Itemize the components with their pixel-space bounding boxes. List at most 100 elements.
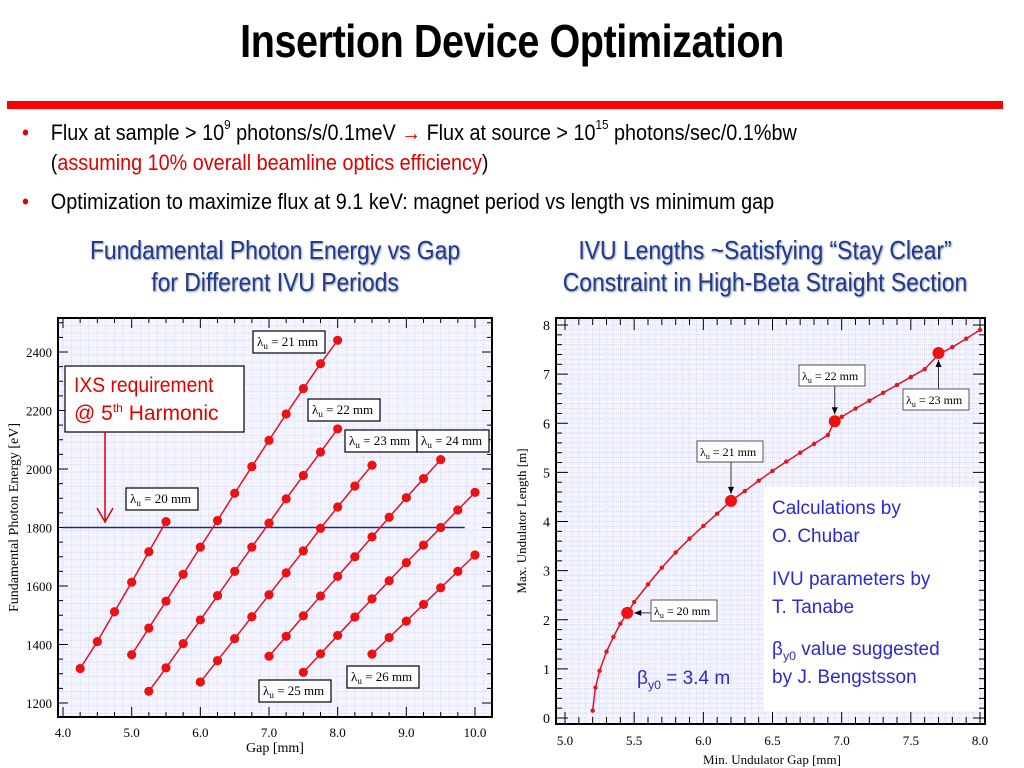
- data-point: [281, 568, 291, 578]
- x-axis-label: Gap [mm]: [246, 741, 304, 756]
- credit-calculations: Calculations by: [772, 498, 901, 519]
- data-point: [453, 505, 463, 515]
- data-point: [384, 512, 394, 522]
- bullet-dot-icon: •: [22, 189, 29, 214]
- pointer-arrow-icon: [728, 486, 734, 494]
- data-point: [597, 668, 602, 674]
- data-point: [127, 650, 137, 660]
- data-point: [178, 639, 188, 649]
- data-point: [673, 550, 678, 555]
- data-point: [384, 632, 394, 643]
- right-arrow-icon: →: [401, 120, 422, 145]
- left-chart-subtitle: Fundamental Photon Energy vs Gap for Diff…: [89, 235, 461, 297]
- data-point: [853, 406, 858, 411]
- data-point: [894, 382, 900, 388]
- data-point: [315, 649, 326, 659]
- bullet-dot-icon: •: [22, 120, 29, 145]
- data-point: [701, 523, 706, 529]
- series-line-22mm: [148, 428, 339, 692]
- data-point: [659, 565, 665, 570]
- x-tick-label: 7.0: [261, 725, 277, 740]
- data-point: [315, 591, 326, 601]
- down-arrow-icon: [96, 507, 114, 524]
- data-point: [230, 488, 240, 498]
- data-point: [797, 450, 803, 455]
- data-point: [367, 460, 377, 470]
- highlight-point: [932, 347, 945, 360]
- data-point: [281, 494, 291, 504]
- data-point: [908, 374, 914, 380]
- highlight-label: λu = 20 mm: [654, 604, 711, 620]
- highlight-label-box: [798, 364, 866, 387]
- data-point: [247, 542, 257, 552]
- series-label: λu = 22 mm: [312, 402, 373, 419]
- series-label: λu = 24 mm: [421, 433, 482, 450]
- data-point: [264, 651, 274, 661]
- x-tick-label: 8.0: [972, 733, 988, 748]
- data-point: [631, 599, 637, 605]
- data-point: [367, 594, 377, 604]
- series-label-box: [346, 665, 420, 689]
- data-point: [333, 335, 343, 345]
- x-tick-label: 9.0: [398, 725, 414, 740]
- y-tick-label: 1400: [26, 638, 52, 653]
- y-tick-label: 1: [543, 663, 550, 678]
- x-tick-label: 6.0: [192, 725, 208, 740]
- data-point: [590, 708, 595, 713]
- data-point: [756, 478, 761, 483]
- x-tick-label: 5.0: [124, 725, 140, 740]
- credit-beta-author: by J. Bengstsson: [772, 667, 917, 688]
- data-point: [333, 571, 343, 581]
- data-point: [436, 455, 446, 465]
- pointer-arrow-icon: [634, 609, 642, 616]
- series-line-20mm: [79, 521, 167, 669]
- data-point: [195, 677, 205, 687]
- series-label: λu = 26 mm: [351, 669, 412, 686]
- x-tick-label: 6.0: [695, 733, 711, 748]
- data-point: [350, 481, 360, 491]
- data-point: [880, 390, 886, 395]
- x-tick-label: 5.5: [626, 733, 642, 748]
- series-label: λu = 21 mm: [257, 334, 318, 351]
- y-tick-label: 2: [543, 614, 550, 629]
- data-point: [867, 398, 872, 403]
- y-tick-label: 7: [543, 368, 550, 383]
- highlight-label-box: [696, 440, 764, 463]
- data-point: [161, 517, 171, 527]
- data-point: [350, 612, 360, 622]
- beta-annotation: βy0 = 3.4 m: [637, 668, 730, 692]
- x-tick-label: 7.0: [834, 733, 850, 748]
- data-point: [367, 649, 377, 659]
- title-divider: [7, 101, 1003, 109]
- data-point: [298, 383, 308, 394]
- data-point: [333, 424, 343, 434]
- data-point: [247, 612, 257, 622]
- data-point: [401, 616, 411, 626]
- highlight-label: λu = 23 mm: [906, 393, 963, 409]
- y-tick-label: 6: [543, 417, 550, 432]
- data-point: [298, 470, 308, 481]
- bullet-1-line-1: Flux at sample > 109 photons/s/0.1meV → …: [50, 117, 797, 145]
- y-tick-label: 2400: [26, 345, 52, 360]
- x-tick-label: 6.5: [764, 733, 780, 748]
- data-point: [161, 596, 171, 606]
- series-label-box: [252, 330, 326, 354]
- x-tick-label: 10.0: [464, 725, 487, 740]
- x-tick-label: 7.5: [903, 733, 919, 748]
- y-tick-label: 1800: [26, 521, 52, 536]
- data-point: [212, 591, 223, 601]
- credits-background: [764, 487, 979, 711]
- data-point: [315, 523, 326, 533]
- pointer-arrow-icon: [935, 360, 942, 368]
- data-point: [144, 623, 154, 633]
- right-chart-subtitle: IVU Lengths ~Satisfying “Stay Clear” Cons…: [562, 235, 968, 297]
- data-point: [784, 459, 789, 464]
- data-point: [298, 546, 308, 556]
- data-point: [950, 344, 955, 350]
- data-point: [281, 631, 291, 641]
- y-tick-label: 4: [543, 516, 550, 531]
- data-point: [161, 663, 171, 673]
- credit-beta: βy0 value suggested: [772, 639, 940, 663]
- data-point: [264, 435, 274, 445]
- series-label: λu = 20 mm: [130, 491, 191, 508]
